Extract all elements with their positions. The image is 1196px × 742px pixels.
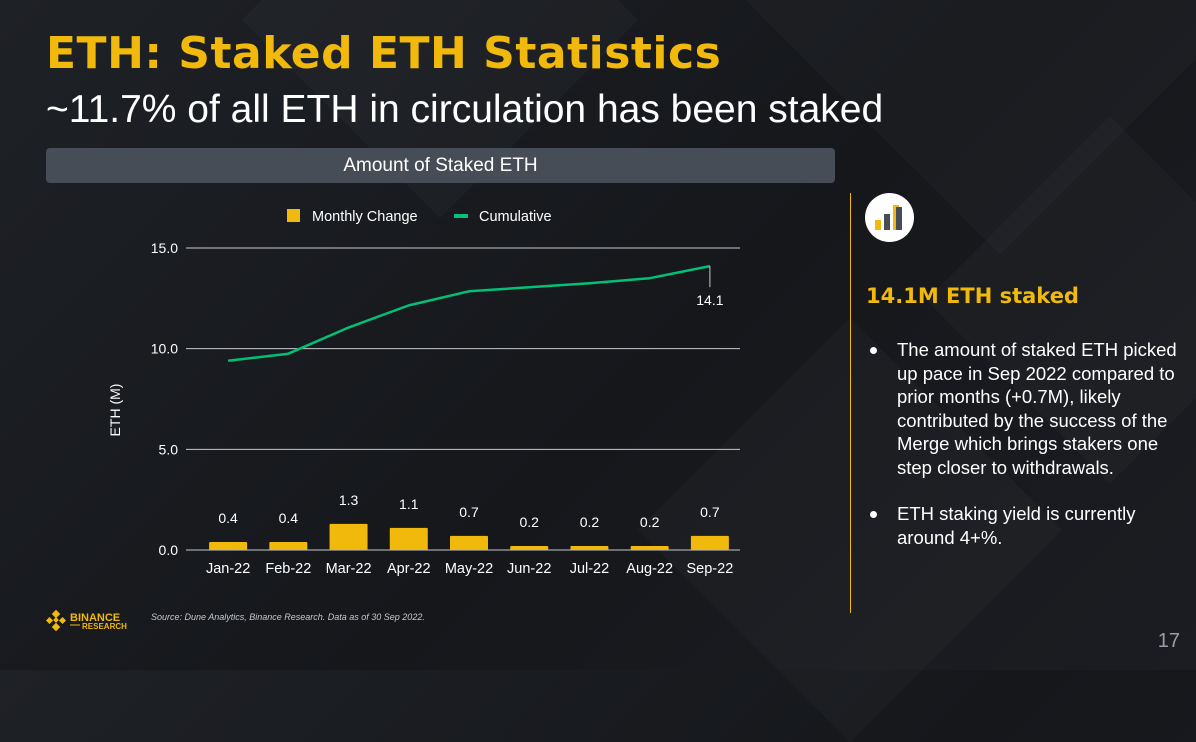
bullet-dot-icon <box>870 511 877 518</box>
bar-chart-icon <box>865 193 914 242</box>
x-tick-label: Apr-22 <box>387 561 431 577</box>
bar-value-label: 0.4 <box>218 510 238 526</box>
monthly-change-bar <box>390 528 428 550</box>
monthly-change-bar <box>631 546 669 550</box>
y-tick-label: 10.0 <box>151 341 178 357</box>
source-note: Source: Dune Analytics, Binance Research… <box>151 612 425 622</box>
x-tick-label: Feb-22 <box>265 561 311 577</box>
legend-swatch-monthly-change <box>287 209 300 222</box>
x-tick-label: Jan-22 <box>206 561 250 577</box>
x-axis-ticks: Jan-22 Feb-22 Mar-22 Apr-22 May-22 Jun-22 Jul-… <box>206 561 733 577</box>
monthly-change-bar <box>269 542 307 550</box>
monthly-change-bar <box>450 536 488 550</box>
insight-text: ETH staking yield is currently around 4+… <box>897 503 1136 548</box>
bar-value-label: 0.4 <box>279 510 299 526</box>
legend-label-monthly-change: Monthly Change <box>312 209 418 225</box>
monthly-change-bar <box>570 546 608 550</box>
bar-value-label: 0.2 <box>519 514 539 530</box>
y-tick-label: 5.0 <box>159 441 179 457</box>
insight-text: The amount of staked ETH picked up pace … <box>897 339 1177 478</box>
x-tick-label: Aug-22 <box>626 561 673 577</box>
bar-value-label: 0.7 <box>459 504 479 520</box>
cumulative-annotation: 14.1 <box>696 292 723 308</box>
bar-value-label: 0.2 <box>640 514 660 530</box>
x-tick-label: May-22 <box>445 561 493 577</box>
brand-sub: RESEARCH <box>82 622 127 631</box>
binance-research-logo: BINANCE RESEARCH <box>46 609 136 633</box>
bar-value-label: 1.3 <box>339 492 359 508</box>
y-tick-label: 15.0 <box>151 240 178 256</box>
insight-item: ETH staking yield is currently around 4+… <box>866 502 1192 549</box>
stat-headline: 14.1M ETH staked <box>866 284 1079 308</box>
page-number: 17 <box>1158 630 1180 653</box>
bullet-dot-icon <box>870 347 877 354</box>
x-tick-label: Jul-22 <box>570 561 610 577</box>
bar-data-labels: 0.4 0.4 1.3 1.1 0.7 0.2 0.2 0.2 0.7 <box>218 492 719 530</box>
y-tick-label: 0.0 <box>159 542 179 558</box>
legend-label-cumulative: Cumulative <box>479 209 552 225</box>
legend-swatch-cumulative <box>454 214 468 218</box>
bar-value-label: 0.7 <box>700 504 720 520</box>
panel-divider <box>850 193 851 613</box>
binance-diamond-icon <box>46 610 66 631</box>
y-axis-label: ETH (M) <box>107 384 123 437</box>
insight-list: The amount of staked ETH picked up pace … <box>866 338 1192 549</box>
x-tick-label: Mar-22 <box>326 561 372 577</box>
chart-legend: Monthly Change Cumulative <box>287 209 552 225</box>
monthly-change-bar <box>691 536 729 550</box>
insight-item: The amount of staked ETH picked up pace … <box>866 338 1192 479</box>
y-axis-ticks: 0.0 5.0 10.0 15.0 <box>151 240 178 558</box>
monthly-change-bar <box>330 524 368 550</box>
monthly-change-bar <box>510 546 548 550</box>
monthly-change-bar <box>209 542 247 550</box>
bar-value-label: 0.2 <box>580 514 600 530</box>
x-tick-label: Jun-22 <box>507 561 551 577</box>
bar-value-label: 1.1 <box>399 496 419 512</box>
cumulative-series: 14.1 <box>228 266 724 361</box>
x-tick-label: Sep-22 <box>687 561 734 577</box>
cumulative-line <box>228 266 710 361</box>
